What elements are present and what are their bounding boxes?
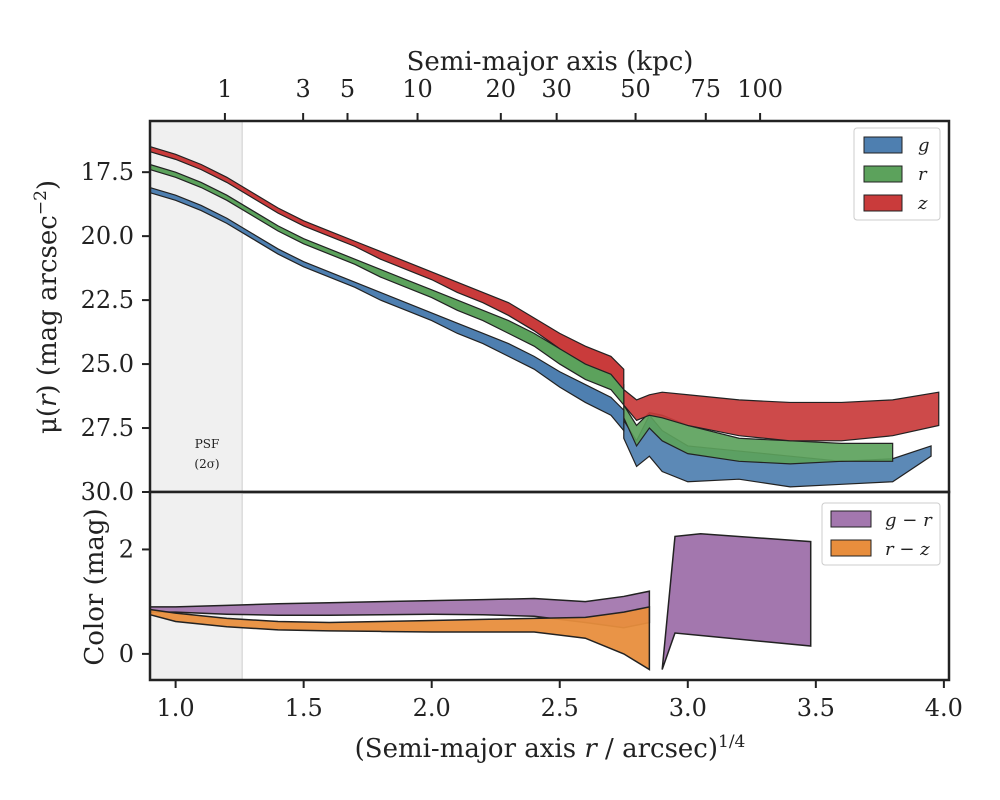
- top-x-tick-label: 75: [691, 75, 722, 103]
- x-axis-label: (Semi-major axis r / arcsec)1/4: [355, 732, 746, 764]
- y-tick-label: 22.5: [81, 286, 134, 314]
- x-tick-label: 2.0: [413, 694, 451, 722]
- profile-bands: [149, 145, 940, 488]
- y-tick-label: 17.5: [81, 158, 134, 186]
- top-x-tick-label: 30: [541, 75, 572, 103]
- x-tick-label: 2.5: [541, 694, 579, 722]
- x-ticks: 1.0 1.5 2.0 2.5 3.0 3.5 4.0: [157, 680, 963, 722]
- color-y-axis-label: Color (mag): [80, 508, 110, 665]
- band-rz: [149, 605, 651, 671]
- color-y-tick-label: 2: [119, 535, 134, 563]
- legend-swatch-gr: [830, 510, 872, 528]
- y-tick-label: 25.0: [81, 350, 134, 378]
- legend-swatch-r: [863, 165, 903, 183]
- psf-sublabel: (2σ): [194, 457, 219, 471]
- legend-colors: g − r r − z: [821, 502, 941, 566]
- legend-swatch-rz: [830, 539, 872, 557]
- y-tick-label: 27.5: [81, 414, 134, 442]
- top-x-tick-label: 10: [402, 75, 433, 103]
- legend-swatch-z: [863, 194, 903, 212]
- legend-label-r: r: [918, 164, 928, 185]
- x-tick-label: 3.0: [669, 694, 707, 722]
- band-outer-gr: [661, 533, 812, 670]
- y-ticks: 17.5 20.0 22.5 25.0 27.5 30.0: [81, 158, 150, 506]
- band-outer-z: [623, 388, 940, 442]
- legend-label-gr: g − r: [885, 510, 933, 531]
- psf-label: PSF: [195, 437, 220, 451]
- surface-brightness-panel: 17.5 20.0 22.5 25.0 27.5 30.0 1 3 5 10 20 30 50 75 10…: [31, 75, 951, 506]
- x-tick-label: 3.5: [797, 694, 835, 722]
- legend-label-z: z: [917, 193, 928, 214]
- top-x-tick-label: 100: [737, 75, 783, 103]
- psf-shade: [150, 492, 243, 680]
- color-bands: [149, 533, 812, 671]
- top-x-tick-label: 5: [340, 75, 355, 103]
- x-tick-label: 1.0: [157, 694, 195, 722]
- color-plot-frame: [148, 490, 951, 682]
- top-axis-label: Semi-major axis (kpc): [407, 47, 694, 77]
- band-z: [149, 145, 625, 392]
- top-x-tick-label: 1: [217, 75, 232, 103]
- legend-swatch-g: [863, 136, 903, 154]
- top-x-ticks: 1 3 5 10 20 30 50 75 100: [217, 75, 783, 121]
- legend-label-rz: r − z: [885, 539, 930, 560]
- band-r: [149, 163, 625, 407]
- y-axis-label-main: μ(r) (mag arcsec−2): [31, 180, 63, 434]
- x-tick-label: 4.0: [925, 694, 963, 722]
- color-y-tick-label: 0: [119, 640, 134, 668]
- y-tick-label: 30.0: [81, 478, 134, 506]
- x-tick-label: 1.5: [285, 694, 323, 722]
- legend-label-g: g: [918, 135, 930, 156]
- top-x-tick-label: 50: [620, 75, 651, 103]
- color-y-ticks: 02: [119, 535, 150, 668]
- top-x-tick-label: 3: [295, 75, 310, 103]
- color-panel: 02 1.0 1.5 2.0 2.5 3.0 3.5 4.0 Color (mag) (Se…: [80, 490, 963, 764]
- band-g: [149, 186, 625, 433]
- top-x-tick-label: 20: [486, 75, 517, 103]
- y-tick-label: 20.0: [81, 222, 134, 250]
- legend-bands: g r z: [853, 127, 941, 221]
